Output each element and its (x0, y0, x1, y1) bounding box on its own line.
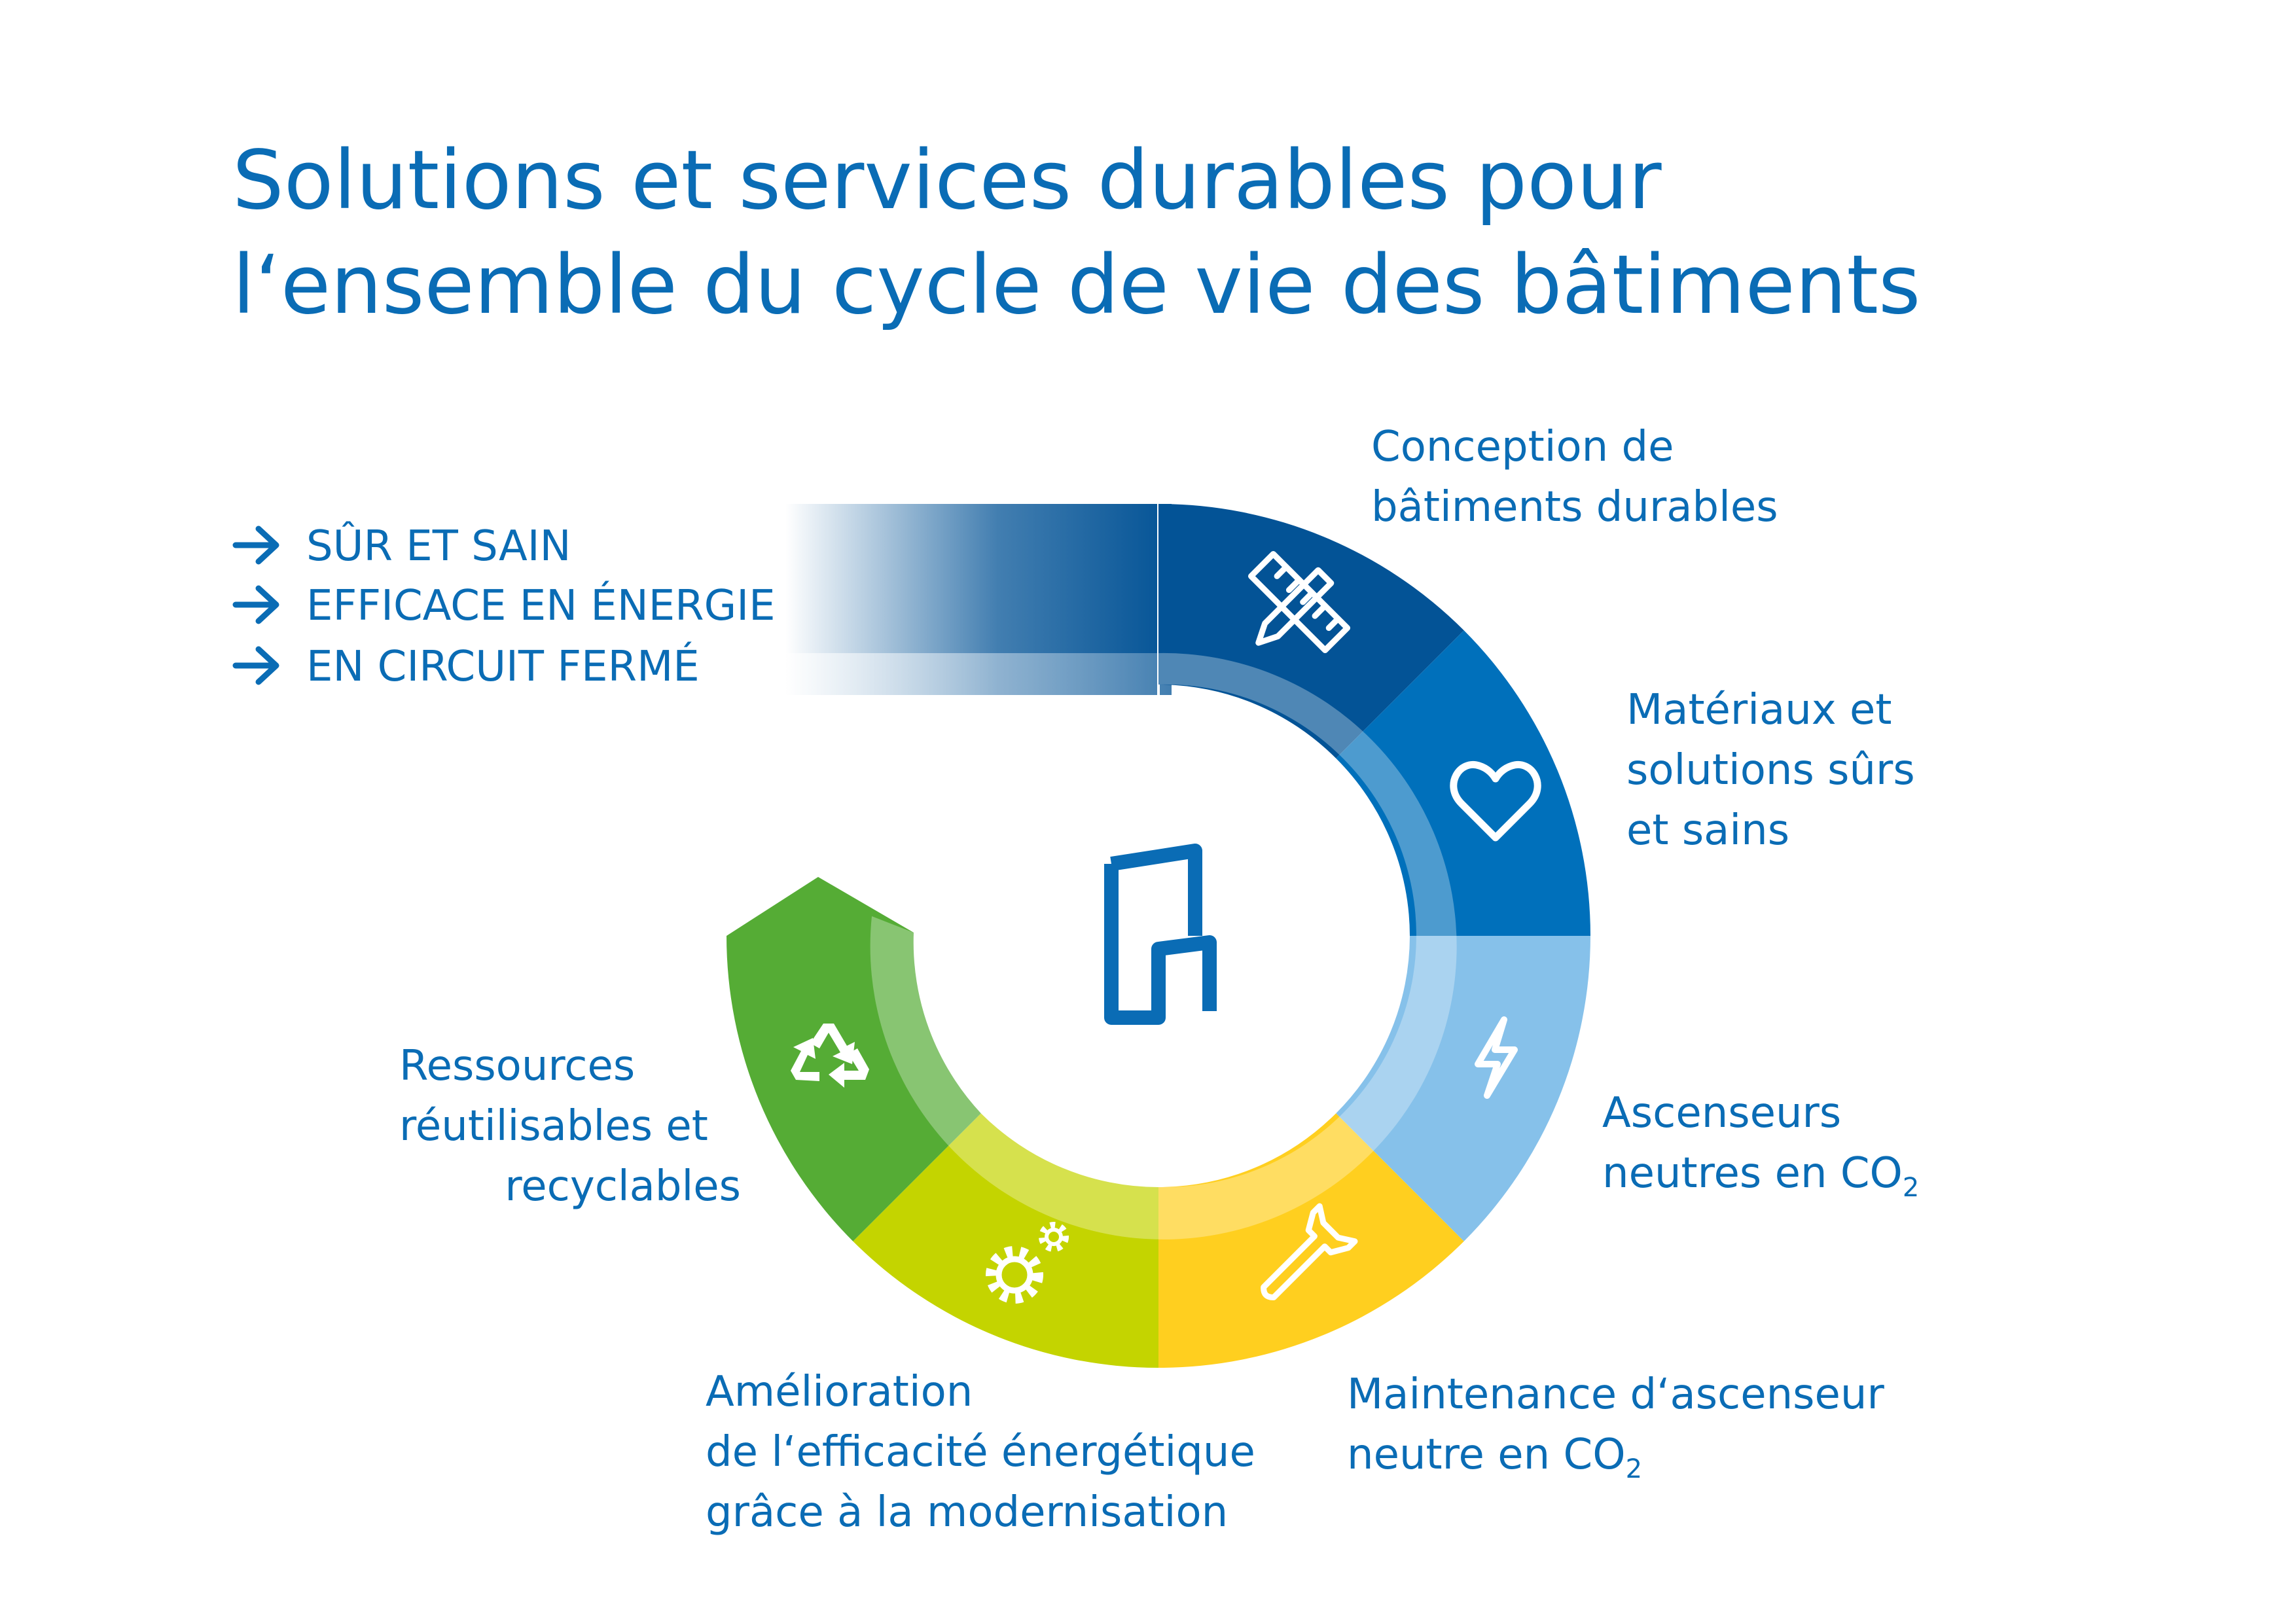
label-line: bâtiments durables (1371, 483, 1778, 531)
label-elevators: Ascenseurs neutres en CO2 (1602, 1089, 1919, 1203)
segment-elevators (1336, 936, 1590, 1241)
label-resources: Ressources réutilisables et recyclables (399, 1042, 741, 1211)
principle-label: SÛR ET SAIN (306, 521, 571, 571)
gears-icon (986, 1222, 1069, 1304)
label-line: et sains (1626, 806, 1789, 855)
arrow-right-icon (232, 526, 279, 565)
label-materials: Matériaux et solutions sûrs et sains (1626, 686, 1915, 855)
label-maintenance: Maintenance d‘ascenseur neutre en CO2 (1347, 1370, 1884, 1484)
page-title: Solutions et services durables pour l‘en… (232, 134, 1921, 332)
label-text: neutres en CO (1602, 1149, 1903, 1198)
label-line: grâce à la modernisation (706, 1488, 1228, 1537)
label-line: Matériaux et (1626, 686, 1892, 734)
principle-item: EN CIRCUIT FERMÉ (232, 641, 700, 691)
building-logo-roof (1110, 844, 1202, 936)
title-line-1: Solutions et services durables pour (232, 134, 1662, 228)
arrow-right-icon (232, 646, 279, 685)
label-line: recyclables (505, 1162, 741, 1211)
label-conception: Conception de bâtiments durables (1371, 423, 1778, 531)
label-line: Maintenance d‘ascenseur (1347, 1370, 1884, 1419)
label-line: de l‘efficacité énergétique (706, 1428, 1255, 1476)
label-line: Amélioration (706, 1368, 973, 1416)
principles-list: SÛR ET SAIN EFFICACE EN ÉNERGIE EN CIRCU… (232, 521, 776, 691)
ring-segments (726, 504, 1590, 1368)
ruler-pencil-icon (1247, 550, 1351, 654)
subscript: 2 (1626, 1454, 1642, 1484)
label-text: neutre en CO (1347, 1431, 1626, 1479)
entry-band (785, 504, 1172, 695)
principle-item: EFFICACE EN ÉNERGIE (232, 580, 776, 630)
lightning-icon (1475, 1016, 1518, 1099)
title-line-2: l‘ensemble du cycle de vie des bâtiments (232, 238, 1921, 332)
label-line: solutions sûrs (1626, 746, 1915, 794)
principle-label: EFFICACE EN ÉNERGIE (306, 580, 776, 630)
arrow-right-icon (232, 585, 279, 624)
building-logo-icon (1104, 864, 1217, 1025)
principle-label: EN CIRCUIT FERMÉ (306, 641, 700, 691)
segment-materials (1336, 630, 1590, 936)
recycle-icon (791, 1024, 869, 1088)
label-line: réutilisables et (399, 1102, 708, 1150)
label-line: neutre en CO2 (1347, 1431, 1642, 1484)
wrench-icon (1261, 1203, 1358, 1300)
label-modernisation: Amélioration de l‘efficacité énergétique… (706, 1368, 1255, 1537)
principle-item: SÛR ET SAIN (232, 521, 571, 571)
label-line: Ressources (399, 1042, 635, 1090)
label-line: Conception de (1371, 423, 1674, 471)
segment-conception (1158, 504, 1464, 758)
subscript: 2 (1903, 1173, 1919, 1203)
segment-modernisation (853, 1113, 1158, 1368)
label-line: Ascenseurs (1602, 1089, 1841, 1137)
heart-icon (1450, 760, 1541, 842)
label-line: neutres en CO2 (1602, 1149, 1919, 1203)
